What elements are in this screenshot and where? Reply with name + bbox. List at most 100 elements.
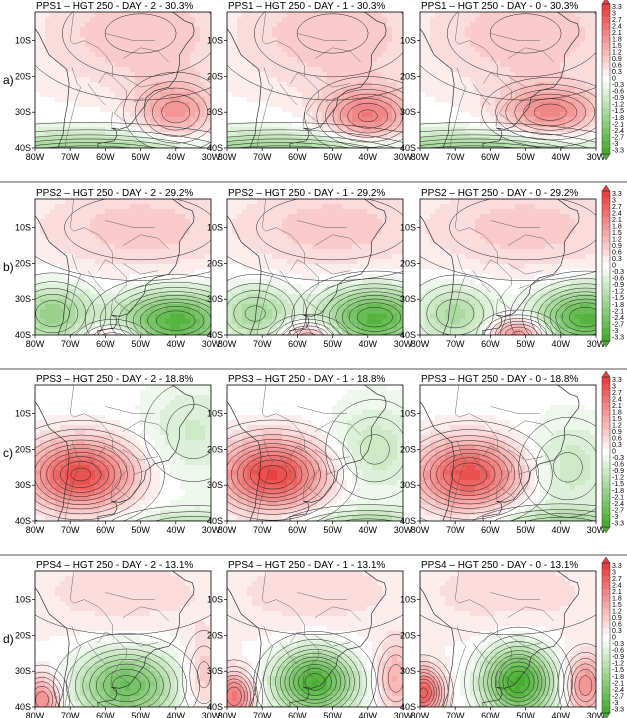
panel-title: PPS2 – HGT 250 - DAY - 1 - 29.2% <box>228 188 385 199</box>
colorbar-swatch <box>602 615 610 622</box>
panel-title: PPS3 – HGT 250 - DAY - 0 - 18.8% <box>421 374 578 385</box>
colorbar-swatch <box>602 243 610 250</box>
anomaly-field <box>35 571 211 707</box>
colorbar-swatch <box>602 520 610 528</box>
colorbar-label: -3.3 <box>612 334 624 341</box>
colorbar-swatch <box>602 494 610 502</box>
colorbar-swatch <box>602 634 610 642</box>
lat-tick-label: 20S <box>400 630 416 640</box>
anomaly-field <box>420 385 596 521</box>
colorbar-swatch <box>602 589 610 596</box>
panel-title: PPS4 – HGT 250 - DAY - 0 - 13.1% <box>421 560 578 571</box>
lon-tick-label: 80W <box>26 152 45 162</box>
contour-lines <box>35 199 211 335</box>
lat-tick-label: 10S <box>400 595 416 605</box>
lat-tick-label: 30S <box>207 294 223 304</box>
colorbar-frame <box>601 376 611 528</box>
colorbar-swatch <box>602 500 610 508</box>
lat-tick-label: 20S <box>15 444 31 454</box>
contour-lines <box>420 199 596 335</box>
colorbar-swatch <box>602 569 610 577</box>
colorbar-label: 2.7 <box>612 390 622 397</box>
colorbar-swatch <box>602 95 610 103</box>
colorbar-swatch <box>602 30 610 37</box>
colorbar-label: -3.3 <box>612 520 624 527</box>
colorbar-label: -1.5 <box>612 667 624 674</box>
lat-tick-label: 10S <box>207 409 223 419</box>
map-panel-3-1: PPS3 – HGT 250 - DAY - 2 - 18.8% 80W 70W 60… <box>15 374 221 535</box>
lat-tick-label: 40S <box>207 143 223 153</box>
panel-title: PPS4 – HGT 250 - DAY - 2 - 13.1% <box>36 560 193 571</box>
lon-tick-label: 50W <box>516 711 535 718</box>
anomaly-field <box>227 571 403 707</box>
colorbar-swatch <box>602 262 610 270</box>
lon-tick-label: 80W <box>411 339 430 349</box>
colorbar-swatch <box>602 75 610 83</box>
panel-title: PPS1 – HGT 250 - DAY - 2 - 30.3% <box>36 1 193 12</box>
colorbar-swatch <box>602 693 610 701</box>
coastline <box>227 385 387 521</box>
colorbar-label: -3 <box>612 141 618 148</box>
lon-tick-label: 70W <box>253 339 272 349</box>
lon-tick-label: 70W <box>253 525 272 535</box>
coastline <box>420 12 580 148</box>
colorbar-top-arrow <box>601 0 611 5</box>
colorbar-label: -1.8 <box>612 674 624 681</box>
colorbar-swatch <box>602 383 610 391</box>
colorbar-row-4: 3.332.72.42.11.81.51.20.90.60.30-0.3-0.6… <box>601 556 624 718</box>
colorbar-label: 0.3 <box>612 442 622 449</box>
colorbar-swatch <box>602 513 610 521</box>
colorbar-swatch <box>602 327 610 335</box>
lon-tick-label: 30W <box>202 152 221 162</box>
lon-tick-label: 50W <box>516 152 535 162</box>
colorbar-label: -0.3 <box>612 641 624 648</box>
colorbar-swatch <box>602 256 610 264</box>
colorbar-swatch <box>602 23 610 31</box>
lat-tick-label: 20S <box>400 258 416 268</box>
lon-tick-label: 60W <box>96 152 115 162</box>
map-panel-2-1: PPS2 – HGT 250 - DAY - 2 - 29.2% 80W 70W 60… <box>15 188 221 349</box>
colorbar-frame <box>601 562 611 714</box>
colorbar-label: 2.7 <box>612 17 622 24</box>
contour-lines <box>420 12 596 148</box>
lon-tick-label: 60W <box>288 711 307 718</box>
panel-frame <box>419 384 597 522</box>
row-label: a) <box>3 73 14 87</box>
lat-tick-label: 30S <box>400 480 416 490</box>
colorbar-swatch <box>602 403 610 410</box>
colorbar-label: 1.2 <box>612 609 622 616</box>
lat-tick-label: 40S <box>207 330 223 340</box>
lat-tick-label: 10S <box>207 223 223 233</box>
coastline <box>35 199 195 335</box>
colorbar-swatch <box>602 314 610 322</box>
lon-tick-label: 70W <box>61 339 80 349</box>
colorbar-swatch <box>602 69 610 77</box>
colorbar-label: -3.3 <box>612 706 624 713</box>
lon-tick-label: 30W <box>202 339 221 349</box>
colorbar-label: 0.3 <box>612 69 622 76</box>
lon-tick-label: 60W <box>481 339 500 349</box>
colorbar-swatch <box>602 621 610 629</box>
colorbar-swatch <box>602 660 610 668</box>
colorbar-label: -2.1 <box>612 308 624 315</box>
lon-tick-label: 30W <box>394 711 413 718</box>
lon-tick-label: 30W <box>587 152 606 162</box>
lon-tick-label: 60W <box>96 525 115 535</box>
colorbar-label: 1.2 <box>612 50 622 57</box>
colorbar-swatch <box>602 191 610 198</box>
colorbar-label: -2.7 <box>612 507 624 514</box>
lon-tick-label: 50W <box>131 525 150 535</box>
lon-tick-label: 30W <box>394 152 413 162</box>
colorbar-label: 1.8 <box>612 410 622 417</box>
colorbar-label: -0.6 <box>612 462 624 469</box>
colorbar-swatch <box>602 127 610 135</box>
colorbar-label: 2.1 <box>612 403 622 410</box>
colorbar-label: -1.5 <box>612 481 624 488</box>
colorbar-label: -0.9 <box>612 468 624 475</box>
lat-tick-label: 30S <box>15 107 31 117</box>
lat-tick-label: 40S <box>400 330 416 340</box>
lat-tick-label: 10S <box>400 36 416 46</box>
colorbar-swatch <box>602 288 610 296</box>
contour-lines <box>227 199 403 335</box>
lat-tick-label: 20S <box>400 71 416 81</box>
